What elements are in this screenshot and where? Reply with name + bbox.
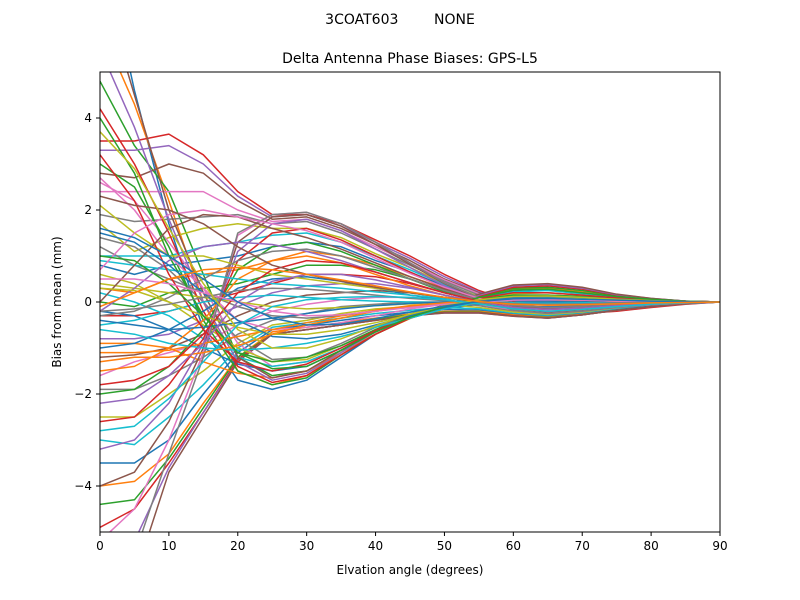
series-line-s70	[100, 295, 720, 432]
figure-suptitle: 3COAT603 NONE	[325, 12, 475, 28]
series-line-s35	[109, 72, 720, 381]
x-tick-label: 60	[506, 539, 521, 553]
series-line-s21	[100, 301, 720, 464]
y-axis: −4 −2 0 2 4	[74, 111, 100, 493]
series-line-s71	[100, 227, 720, 326]
series-line-s45	[100, 218, 720, 450]
x-tick-label: 70	[575, 539, 590, 553]
y-tick-label: −2	[74, 387, 92, 401]
y-tick-label: −4	[74, 479, 92, 493]
series-line-s24	[100, 301, 720, 529]
x-axis-label: Elvation angle (degrees)	[337, 563, 484, 577]
series-layer	[100, 72, 720, 532]
x-tick-label: 40	[368, 539, 383, 553]
chart-title: Delta Antenna Phase Biases: GPS-L5	[282, 51, 538, 67]
x-tick-label: 0	[96, 539, 104, 553]
x-tick-label: 30	[299, 539, 314, 553]
series-line-s48	[141, 211, 720, 532]
y-tick-label: 2	[84, 203, 92, 217]
x-tick-label: 80	[643, 539, 658, 553]
series-line-s4	[100, 133, 720, 315]
series-line-s63	[100, 255, 720, 370]
x-tick-label: 10	[161, 539, 176, 553]
series-line-s67	[100, 278, 720, 317]
x-axis: 0 10 20 30 40 50 60 70 80 90	[96, 532, 728, 553]
x-tick-label: 90	[712, 539, 727, 553]
y-tick-label: 4	[84, 111, 92, 125]
y-axis-label: Bias from mean (mm)	[50, 236, 64, 367]
series-line-s65	[100, 273, 720, 404]
series-line-s72	[100, 266, 720, 308]
x-tick-label: 50	[437, 539, 452, 553]
x-tick-label: 20	[230, 539, 245, 553]
y-tick-label: 0	[84, 295, 92, 309]
series-line-s2	[119, 72, 720, 386]
series-line-s68	[100, 287, 720, 312]
series-line-s69	[100, 131, 720, 349]
